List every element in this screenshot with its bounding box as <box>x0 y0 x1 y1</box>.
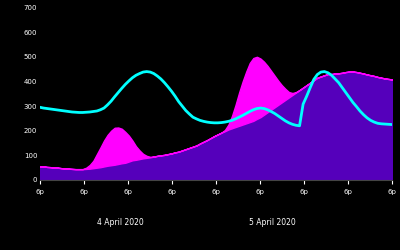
Text: 4 April 2020: 4 April 2020 <box>97 218 143 227</box>
Text: 5 April 2020: 5 April 2020 <box>249 218 295 227</box>
